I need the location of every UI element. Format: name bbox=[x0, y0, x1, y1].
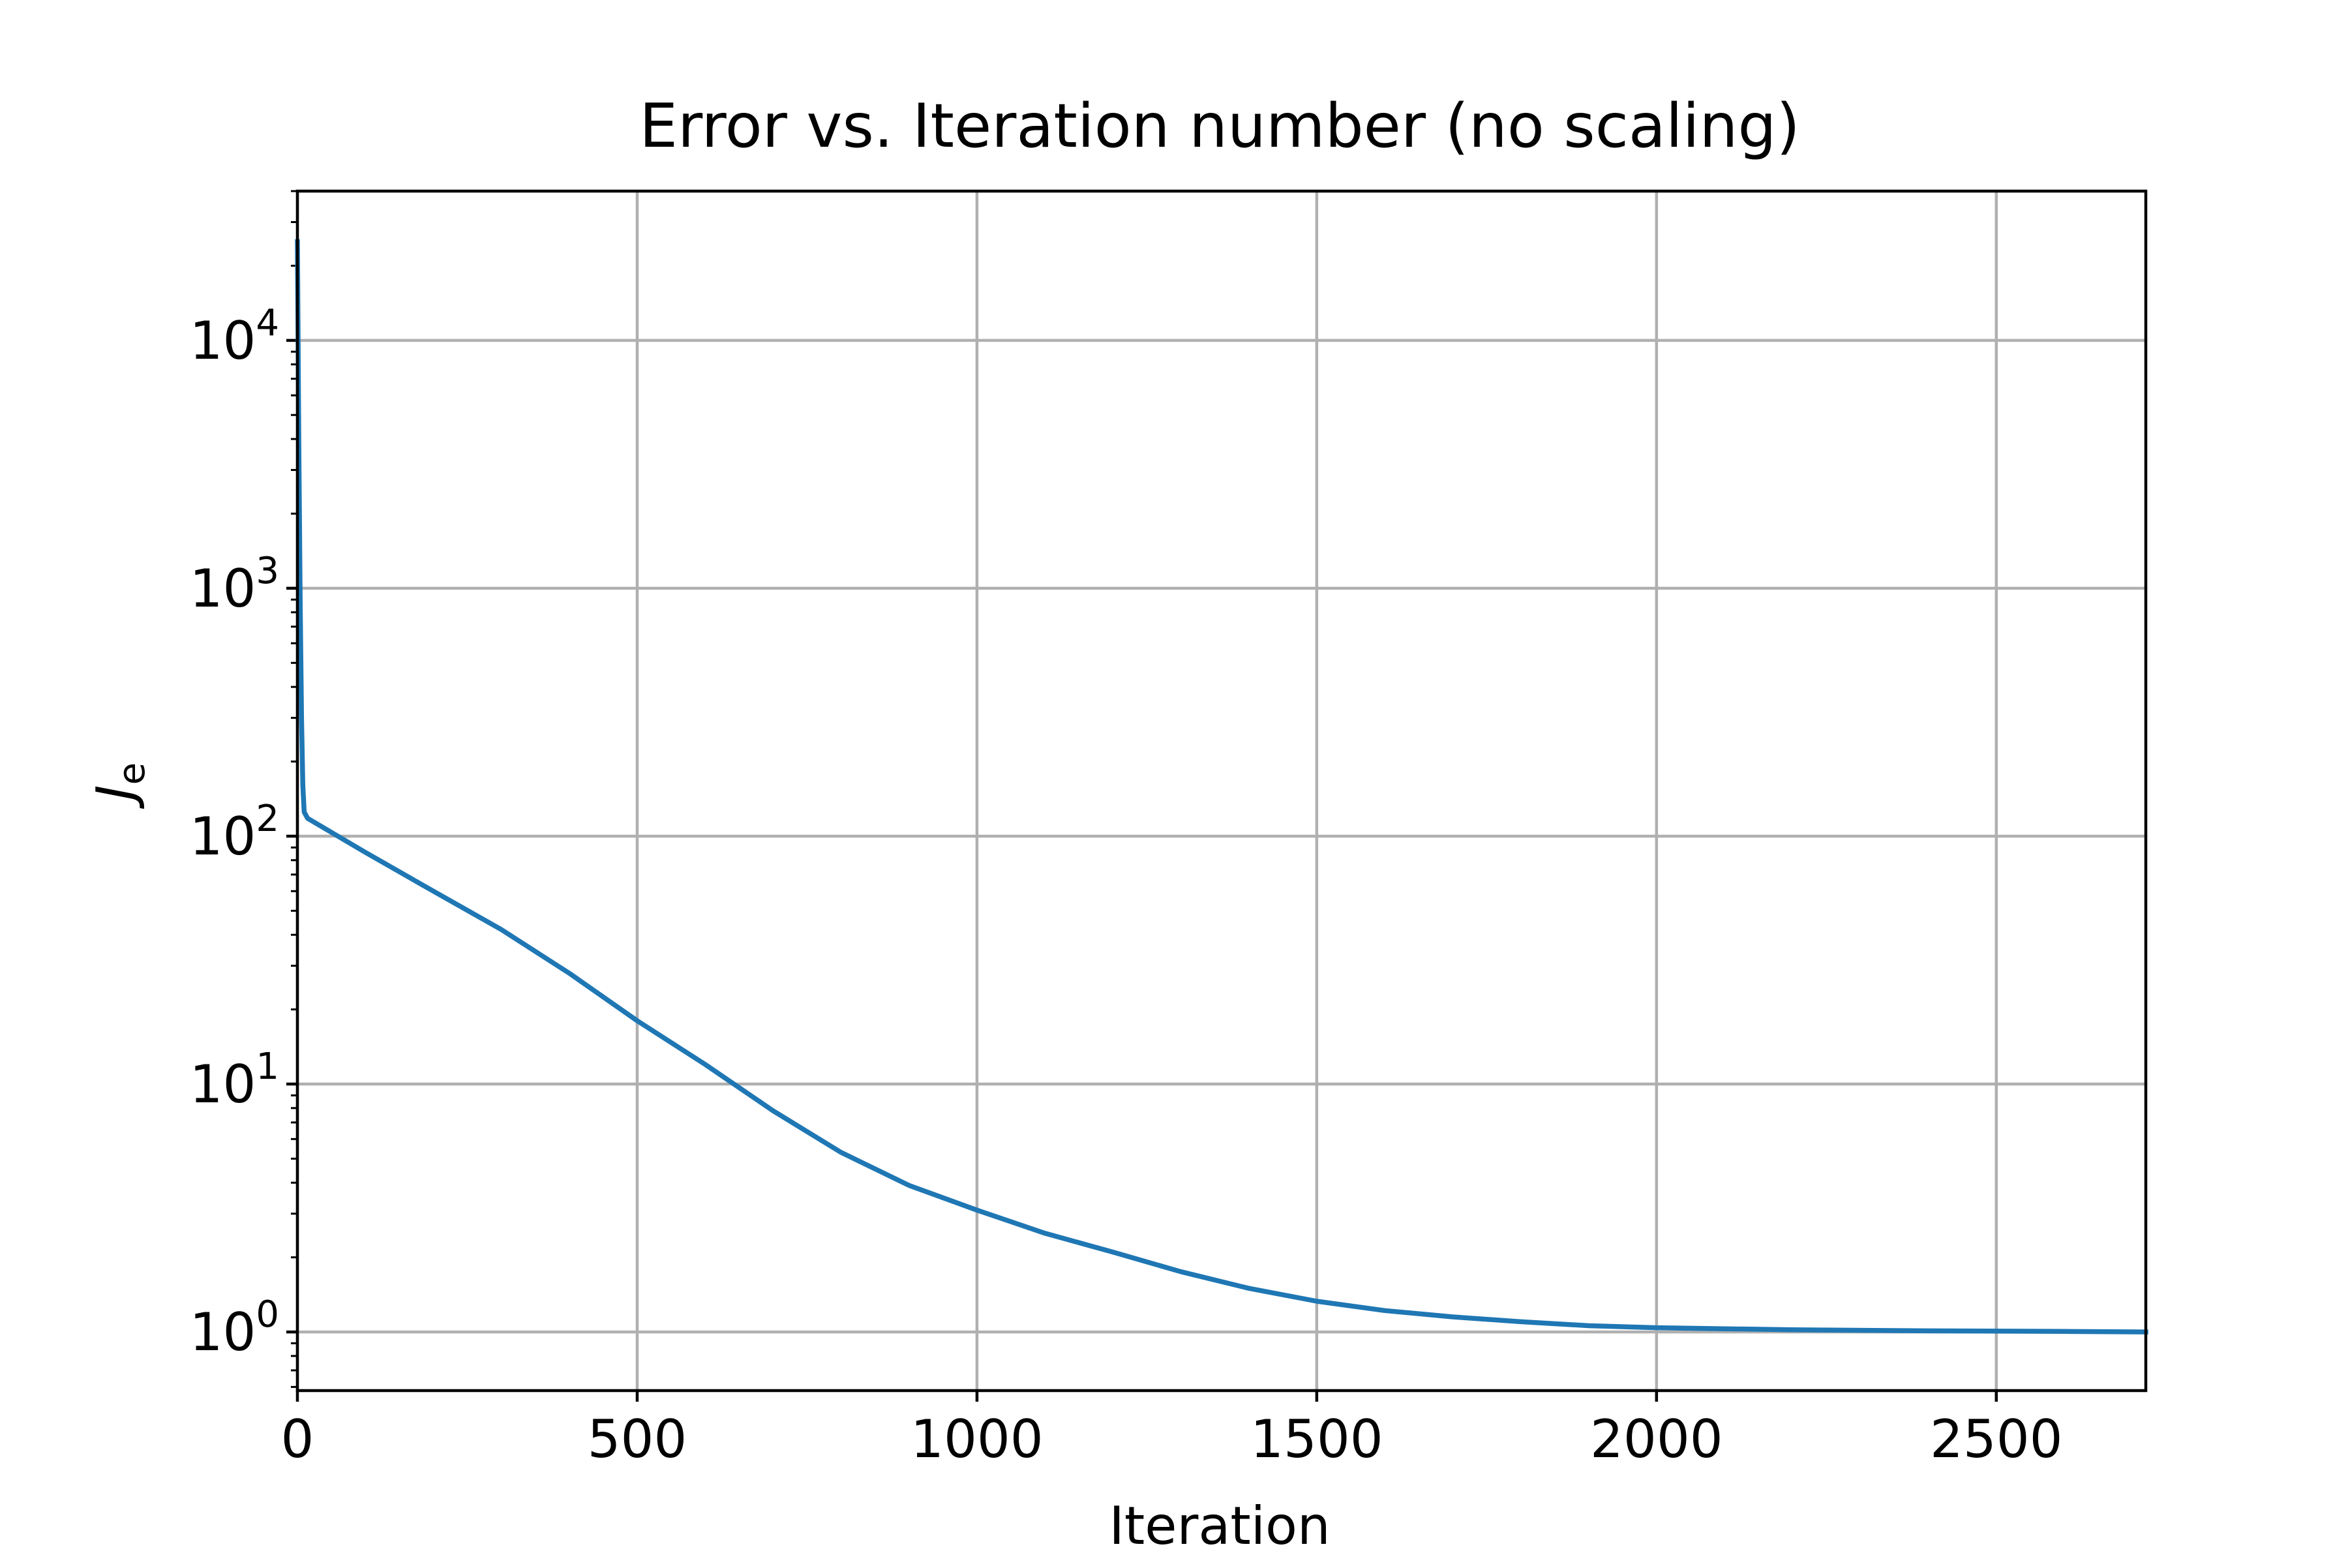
x-tick-labels: 0 500 1000 1500 2000 2500 bbox=[281, 1409, 2063, 1470]
major-ticks bbox=[286, 339, 1998, 1402]
plot-frame bbox=[295, 189, 2148, 1393]
chart-title: Error vs. Iteration number (no scaling) bbox=[639, 91, 1800, 161]
x-tick-label: 1000 bbox=[911, 1409, 1044, 1470]
grid bbox=[295, 191, 2146, 1391]
y-tick-label: 104 bbox=[190, 302, 279, 371]
series-layer bbox=[295, 239, 2148, 1334]
x-tick-label: 0 bbox=[281, 1409, 314, 1470]
x-tick-label: 500 bbox=[588, 1409, 687, 1470]
y-tick-label: 100 bbox=[190, 1293, 279, 1363]
x-tick-label: 2000 bbox=[1590, 1409, 1723, 1470]
y-tick-label: 101 bbox=[190, 1046, 279, 1115]
y-tick-labels: 100 101 102 103 104 bbox=[190, 302, 279, 1363]
series-line bbox=[295, 239, 2148, 1334]
y-axis-label-sub: e bbox=[111, 762, 153, 785]
x-axis-label: Iteration bbox=[1109, 1496, 1330, 1556]
x-tick-label: 2500 bbox=[1930, 1409, 2063, 1470]
y-tick-label: 103 bbox=[190, 550, 279, 619]
y-tick-label: 102 bbox=[190, 798, 279, 867]
x-tick-label: 1500 bbox=[1250, 1409, 1383, 1470]
